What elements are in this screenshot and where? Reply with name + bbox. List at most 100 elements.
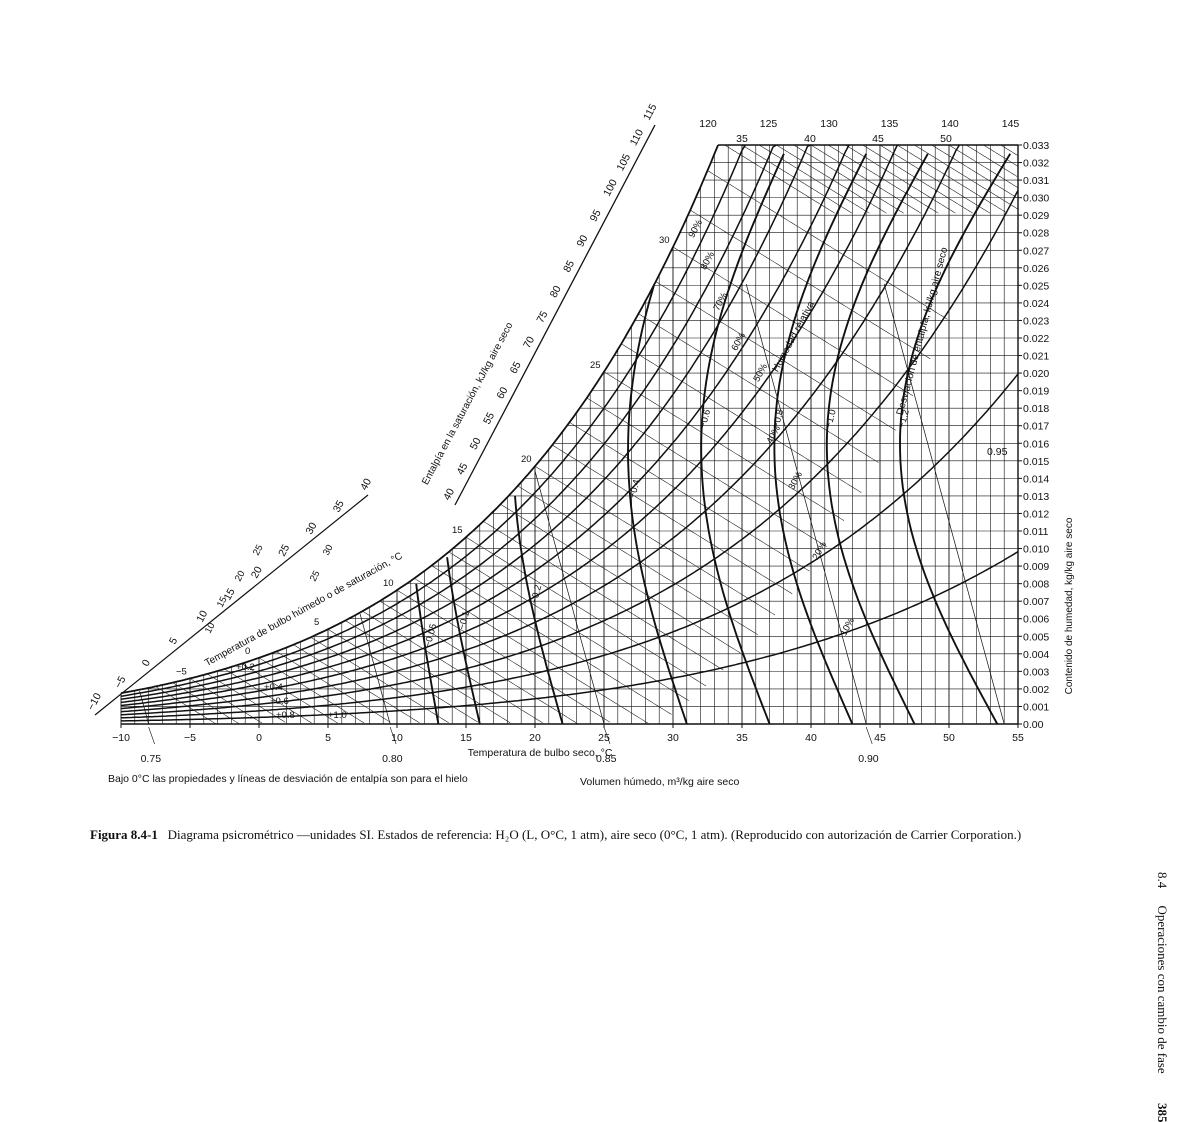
enthalpy-line [759, 144, 870, 214]
y-tick-label: 0.020 [1023, 368, 1049, 380]
psychrometric-chart: −0.05 −0.1 −0.2 −0.4 −0.6 −0.8 −1.0 −1.2 0.75 0.8… [85, 102, 1075, 765]
wet-bulb-tick-label: 10 [383, 578, 394, 589]
low-enthalpy-tick-label: −5 [112, 674, 128, 690]
enthalpy-line [465, 536, 707, 687]
running-head: 8.4 Operaciones con cambio de fase 385 [1154, 872, 1170, 1122]
humid-volume-line [883, 283, 1005, 725]
enthalpy-line [690, 209, 931, 360]
enthalpy-deviation-curve [899, 153, 1012, 725]
low-enthalpy-tick-label: 40 [358, 476, 374, 492]
y-tick-label: 0.018 [1023, 403, 1049, 415]
y-tick-label: 0.007 [1023, 596, 1049, 608]
humid-volume-line [359, 613, 391, 725]
x-tick-label: 0 [256, 732, 262, 744]
enthalpy-line [862, 144, 973, 214]
enthalpy-line [776, 144, 887, 214]
ice-deviation-label: +0.6 [270, 696, 289, 707]
y-tick-label: 0.002 [1023, 684, 1049, 696]
enthalpy-deviation-curve [514, 495, 564, 725]
enthalpy-line [189, 678, 263, 724]
enthalpy-line [431, 565, 672, 715]
enthalpy-deviation-curve [415, 583, 440, 725]
wet-bulb-tick-label: 20 [521, 454, 532, 465]
rh-curve-90 [120, 144, 747, 697]
enthalpy-line [638, 313, 879, 463]
y-tick-label: 0.027 [1023, 245, 1049, 257]
inner-wet-bulb-label: 30 [321, 543, 336, 558]
saturation-enthalpy-tick-label: 110 [628, 127, 647, 148]
x-tick-label: −10 [112, 732, 130, 744]
wet-bulb-tick-label: 15 [452, 525, 463, 536]
inner-wet-bulb-label: 20 [233, 569, 248, 584]
enthalpy-line [931, 144, 1018, 199]
saturation-enthalpy-tick-label: 115 [641, 102, 660, 123]
humid-volume-line [534, 470, 605, 725]
wet-bulb-tick-label: −5 [176, 666, 187, 677]
y-tick-label: 0.004 [1023, 649, 1049, 661]
rh-axis-label: Humedad relativa [771, 299, 818, 374]
x-tick-label: 10 [391, 732, 403, 744]
enthalpy-line [586, 397, 827, 548]
enthalpy-line [897, 144, 1008, 214]
humid-volume-tick-label: 0.75 [141, 753, 162, 765]
y-tick-label: 0.019 [1023, 386, 1049, 398]
rh-curve-20 [120, 373, 1019, 719]
inner-wet-bulb-label: 25 [308, 569, 323, 584]
top-wet-bulb-label: 40 [804, 133, 816, 145]
enthalpy-line [310, 637, 449, 724]
enthalpy-deviation-label: −0.8 [771, 408, 786, 429]
saturation-enthalpy-tick-label: 50 [468, 436, 484, 452]
enthalpy-deviation-curve [700, 153, 785, 725]
top-wet-bulb-label: 35 [736, 133, 748, 145]
enthalpy-deviation-label: −0.2 [529, 584, 544, 605]
enthalpy-line [569, 422, 810, 572]
y-tick-label: 0.012 [1023, 508, 1049, 520]
x-tick-label: 20 [529, 732, 541, 744]
rh-curve-70 [120, 144, 812, 704]
low-enthalpy-tick-label: 30 [303, 520, 319, 536]
enthalpy-line [224, 668, 312, 724]
enthalpy-deviation-label: −1.0 [823, 408, 838, 429]
enthalpy-line [155, 686, 216, 724]
enthalpy-line [948, 144, 1018, 188]
y-tick-label: 0.025 [1023, 280, 1049, 292]
y-tick-label: 0.017 [1023, 421, 1049, 433]
y-tick-label: 0.010 [1023, 544, 1049, 556]
ice-note: Bajo 0°C las propiedades y líneas de des… [108, 773, 468, 785]
saturation-enthalpy-tick-label: 80 [548, 284, 564, 300]
y-tick-label: 0.015 [1023, 456, 1049, 468]
humid-volume-leader [603, 726, 611, 745]
top-wet-bulb-label: 50 [940, 133, 952, 145]
y-tick-label: 0.005 [1023, 631, 1049, 643]
low-enthalpy-scale [94, 494, 369, 716]
enthalpy-deviation-curve [627, 285, 688, 725]
section-number: 8.4 [1155, 872, 1170, 889]
x-tick-label: 30 [667, 732, 679, 744]
wet-bulb-tick-label: 30 [659, 235, 670, 246]
saturation-enthalpy-tick-label: 100 [601, 177, 620, 198]
top-wet-bulb-label: 45 [872, 133, 884, 145]
humid-volume-leader [389, 726, 397, 745]
saturation-enthalpy-tick-label: 90 [574, 233, 590, 249]
low-enthalpy-tick-label: 25 [276, 542, 292, 558]
enthalpy-deviation-curve [825, 153, 929, 725]
enthalpy-deviation-label: −0.4 [627, 478, 642, 499]
top-enthalpy-tick-label: 120 [699, 118, 717, 130]
low-enthalpy-tick-label: 15 [222, 586, 238, 602]
top-enthalpy-tick-label: 130 [820, 118, 838, 130]
y-tick-label: 0.032 [1023, 158, 1049, 170]
wet-bulb-tick-label: 0 [245, 646, 250, 657]
y-tick-label: 0.00 [1023, 719, 1044, 731]
y-tick-label: 0.008 [1023, 579, 1049, 591]
rh-curve-50 [120, 144, 898, 710]
saturation-enthalpy-tick-label: 60 [494, 385, 510, 401]
y-tick-label: 0.033 [1023, 140, 1049, 152]
y-tick-label: 0.030 [1023, 193, 1049, 205]
low-enthalpy-tick-label: 5 [167, 635, 180, 646]
rh-label: 90% [686, 217, 705, 239]
inner-wet-bulb-label: 15 [215, 595, 230, 610]
y-tick-label: 0.011 [1023, 526, 1049, 538]
y-tick-label: 0.009 [1023, 561, 1049, 573]
y-tick-label: 0.014 [1023, 473, 1049, 485]
saturation-enthalpy-tick-label: 85 [561, 258, 577, 274]
